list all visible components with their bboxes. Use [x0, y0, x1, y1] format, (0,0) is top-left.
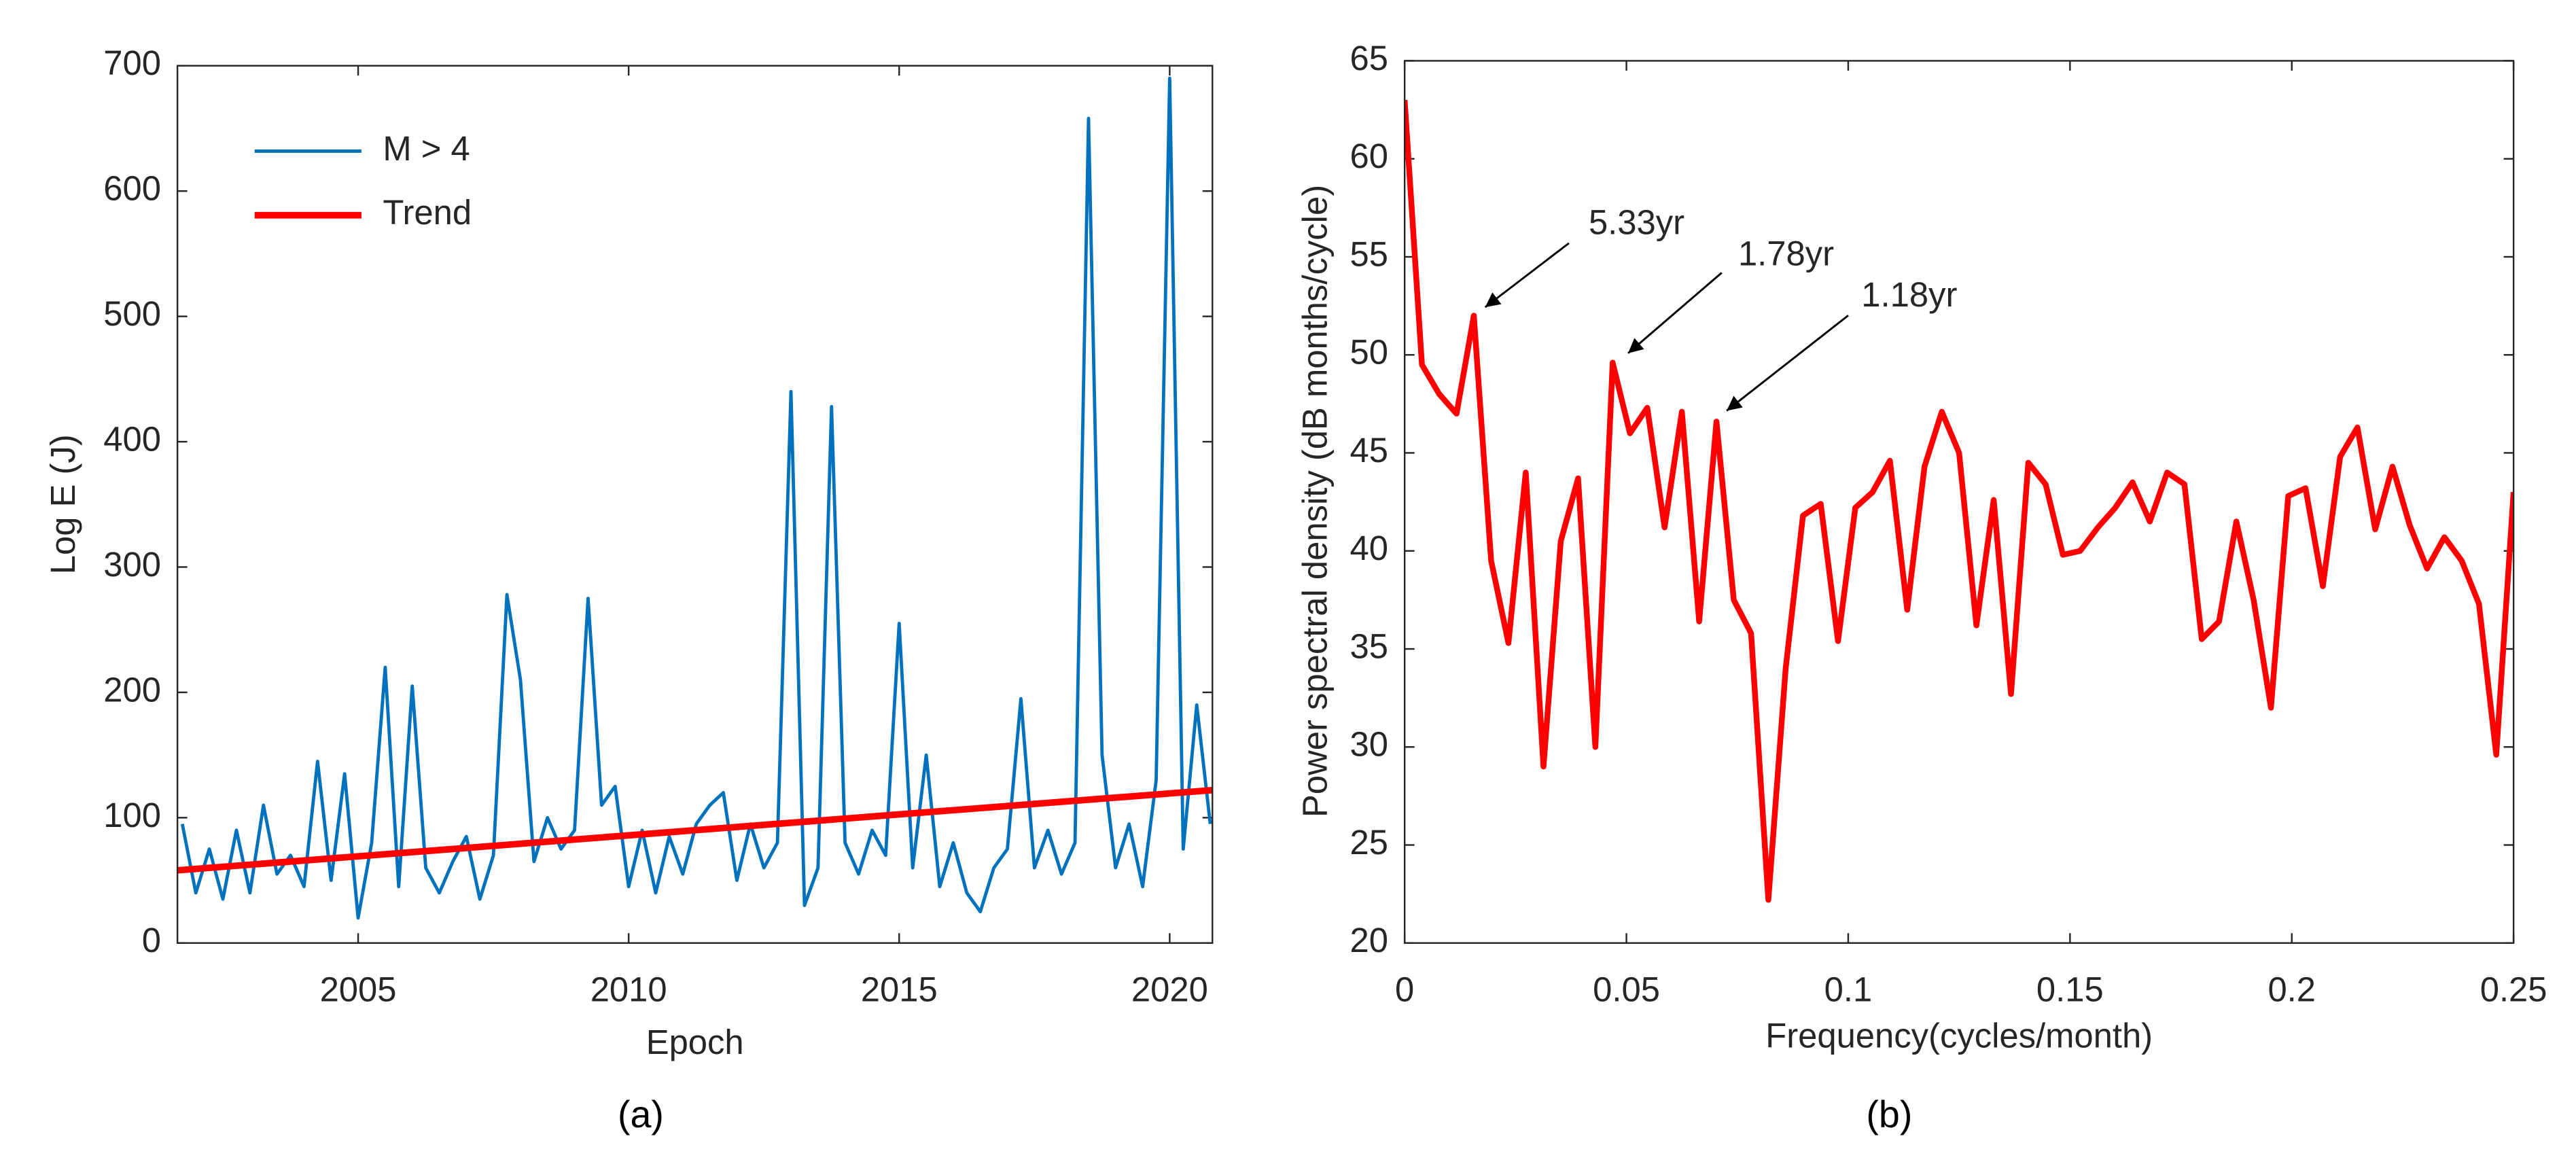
y-tick-label: 40	[1350, 529, 1388, 567]
y-tick-label: 200	[103, 670, 161, 709]
plot-area	[177, 65, 1213, 943]
y-tick-label: 25	[1350, 823, 1388, 862]
y-axis-label: Log E (J)	[43, 434, 82, 574]
annotation-arrow	[1726, 315, 1849, 412]
plot-area	[1405, 60, 2514, 943]
chart: 20 25 30 35 40 45 50 55 60 65 0 0.05 0.1 0.15 0.2 0.25 5…	[1295, 39, 2547, 1135]
x-tick-label: 2015	[861, 970, 938, 1009]
y-tick-label: 45	[1350, 431, 1388, 470]
axes-box	[1403, 60, 2515, 945]
data-line	[180, 76, 1212, 920]
y-tick-label: 20	[1350, 921, 1388, 959]
x-tick-label: 0.05	[1593, 970, 1660, 1009]
caption: (a)	[618, 1093, 664, 1135]
x-tick-label: 0.1	[1824, 970, 1873, 1009]
annotation-arrow	[1627, 272, 1723, 354]
legend-label: M > 4	[383, 129, 470, 168]
x-tick-label: 2005	[320, 970, 397, 1009]
axes-box	[176, 65, 1214, 945]
y-tick-label: 30	[1350, 725, 1388, 764]
x-tick-label: 0	[1395, 970, 1414, 1009]
y-tick-label: 0	[142, 921, 161, 959]
y-tick-label: 65	[1350, 39, 1388, 77]
y-axis-label: Power spectral density (dB months/cycle)	[1295, 185, 1334, 817]
data-line	[1405, 99, 2514, 903]
x-tick-label: 2010	[590, 970, 667, 1009]
legend-label: Trend	[383, 193, 472, 232]
x-tick-label: 0.15	[2036, 970, 2104, 1009]
y-tick-label: 500	[103, 294, 161, 333]
annotation: 5.33yr	[1589, 203, 1684, 242]
caption: (b)	[1866, 1093, 1912, 1135]
annotation-arrow	[1484, 242, 1570, 308]
y-tick-label: 100	[103, 796, 161, 834]
annotation: 1.78yr	[1738, 234, 1834, 273]
chart: 0 100 200 300 400 500 600 700 2005 2010 2015 2020 M …	[43, 43, 1214, 1135]
x-tick-label: 2020	[1131, 970, 1208, 1009]
x-tick-label: 0.25	[2480, 970, 2547, 1009]
annotation: 1.18yr	[1861, 275, 1957, 314]
data-line	[177, 786, 1213, 874]
y-tick-label: 300	[103, 545, 161, 584]
x-axis-label: Epoch	[646, 1023, 744, 1061]
y-tick-label: 60	[1350, 137, 1388, 175]
y-tick-label: 400	[103, 419, 161, 458]
x-axis-label: Frequency(cycles/month)	[1765, 1016, 2153, 1055]
y-tick-label: 55	[1350, 234, 1388, 273]
x-tick-label: 0.2	[2268, 970, 2316, 1009]
y-tick-label: 700	[103, 43, 161, 82]
y-tick-label: 50	[1350, 333, 1388, 372]
y-tick-label: 600	[103, 169, 161, 208]
y-tick-label: 35	[1350, 627, 1388, 665]
